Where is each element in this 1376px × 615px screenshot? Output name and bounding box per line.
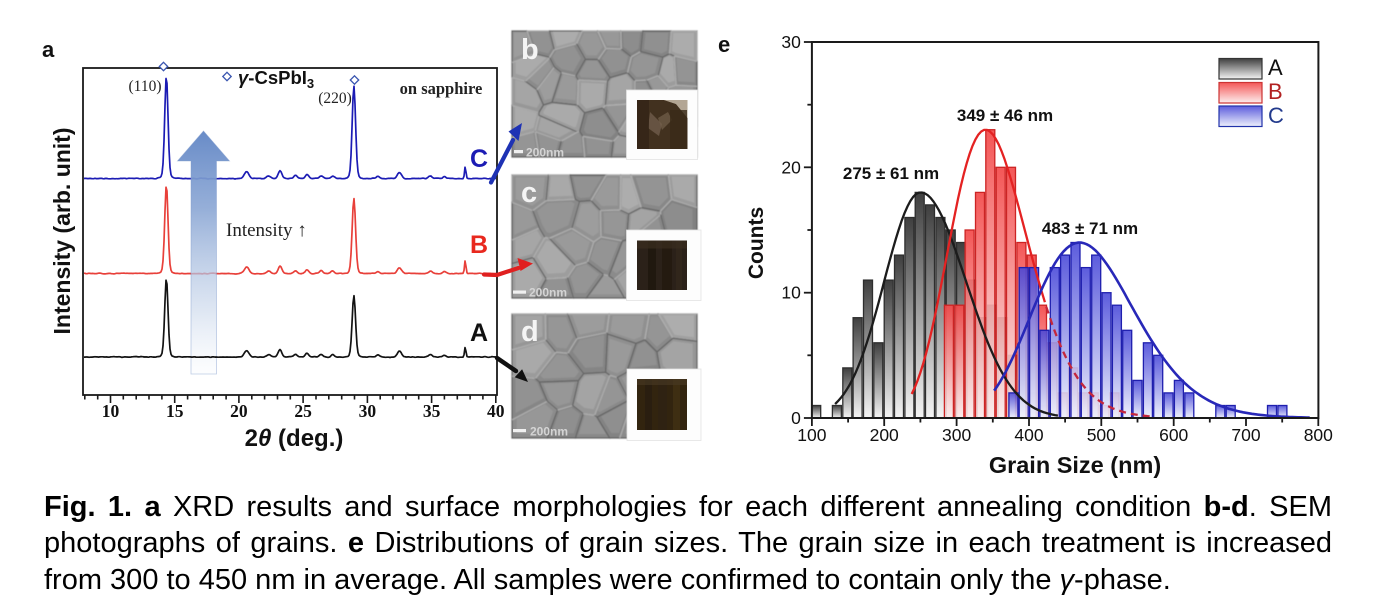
svg-text:20: 20 — [781, 157, 801, 177]
svg-text:500: 500 — [1087, 425, 1116, 445]
svg-text:e: e — [718, 32, 730, 57]
svg-text:25: 25 — [294, 401, 312, 421]
svg-text:200: 200 — [870, 425, 899, 445]
svg-text:300: 300 — [942, 425, 971, 445]
svg-text:2θ (deg.): 2θ (deg.) — [245, 425, 344, 452]
svg-text:10: 10 — [781, 283, 801, 303]
svg-text:200nm: 200nm — [526, 146, 564, 160]
svg-text:100: 100 — [797, 425, 826, 445]
svg-text:c: c — [521, 177, 537, 209]
svg-text:Counts: Counts — [745, 207, 768, 279]
svg-text:30: 30 — [781, 32, 801, 52]
svg-text:400: 400 — [1014, 425, 1043, 445]
svg-text:on sapphire: on sapphire — [400, 79, 483, 98]
svg-text:35: 35 — [423, 401, 441, 421]
svg-text:10: 10 — [102, 401, 120, 421]
svg-text:600: 600 — [1159, 425, 1188, 445]
svg-text:Intensity (arb. unit): Intensity (arb. unit) — [49, 128, 75, 335]
svg-text:A: A — [470, 319, 488, 347]
svg-text:483 ± 71 nm: 483 ± 71 nm — [1042, 219, 1138, 238]
svg-text:40: 40 — [487, 401, 505, 421]
svg-text:275 ± 61 nm: 275 ± 61 nm — [843, 164, 939, 183]
svg-text:200nm: 200nm — [529, 286, 567, 300]
svg-text:d: d — [521, 316, 539, 348]
svg-text:A: A — [1268, 55, 1283, 80]
svg-text:a: a — [42, 37, 55, 62]
svg-text:(110): (110) — [129, 78, 162, 95]
svg-text:Grain Size (nm): Grain Size (nm) — [989, 452, 1161, 478]
svg-text:700: 700 — [1231, 425, 1260, 445]
svg-text:30: 30 — [359, 401, 377, 421]
svg-text:Intensity ↑: Intensity ↑ — [226, 220, 307, 241]
svg-text:0: 0 — [791, 408, 801, 428]
svg-text:(220): (220) — [318, 90, 352, 107]
svg-text:B: B — [470, 231, 488, 259]
svg-text:B: B — [1268, 79, 1283, 104]
svg-text:200nm: 200nm — [530, 425, 568, 439]
svg-text:γ-CsPbI3: γ-CsPbI3 — [238, 67, 314, 91]
svg-text:C: C — [470, 145, 488, 173]
svg-text:800: 800 — [1304, 425, 1333, 445]
svg-text:20: 20 — [230, 401, 248, 421]
svg-text:349 ± 46 nm: 349 ± 46 nm — [957, 106, 1053, 125]
svg-text:15: 15 — [166, 401, 184, 421]
svg-text:b: b — [521, 34, 539, 66]
svg-text:C: C — [1268, 103, 1284, 128]
